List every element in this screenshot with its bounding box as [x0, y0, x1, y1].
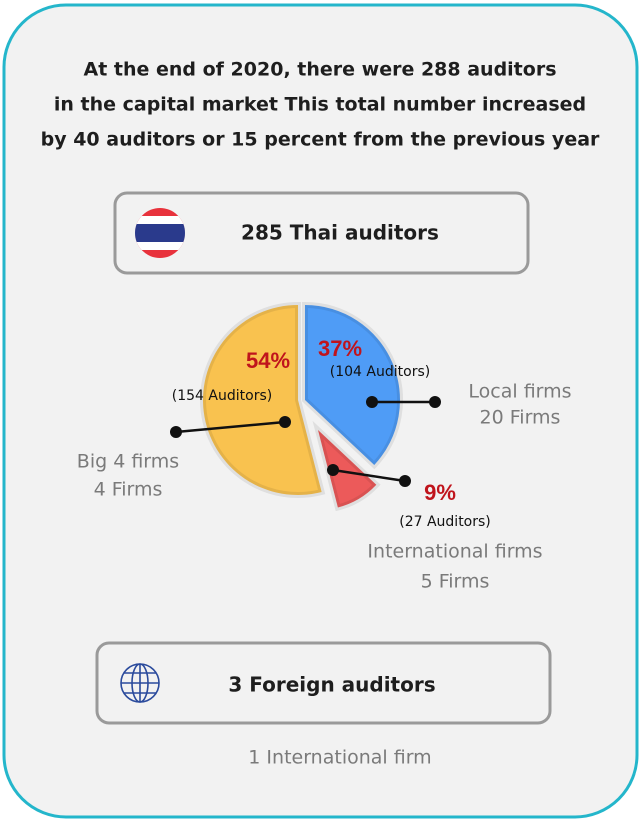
foreign-auditors: 3 Foreign auditors	[228, 673, 435, 697]
firm-label: 4 Firms	[94, 479, 163, 501]
footer: 1 International firm	[248, 747, 431, 769]
category-label: Local firms	[468, 381, 571, 403]
auditor-label: (27 Auditors)	[399, 514, 491, 530]
auditor-label: (154 Auditors)	[172, 388, 272, 404]
thai-box	[113, 191, 530, 275]
firm-label: 5 Firms	[421, 571, 490, 593]
thai-auditors: 285 Thai auditors	[241, 221, 439, 245]
value-label: 37%	[318, 336, 362, 361]
leader-dot	[170, 426, 182, 438]
leader-dot	[429, 396, 441, 408]
value-label: 9%	[424, 480, 456, 505]
leader-dot	[366, 396, 378, 408]
thai-flag	[135, 208, 185, 258]
category-label: International firms	[367, 541, 542, 563]
title-line: by 40 auditors or 15 percent from the pr…	[41, 129, 600, 151]
category-label: Big 4 firms	[77, 451, 179, 473]
leader-dot	[399, 475, 411, 487]
title-line: At the end of 2020, there were 288 audit…	[83, 59, 556, 81]
title-line: in the capital market This total number …	[54, 94, 586, 116]
auditor-label: (104 Auditors)	[330, 364, 430, 380]
pie-slice	[302, 301, 403, 470]
firm-label: 20 Firms	[480, 407, 561, 429]
pie-slice	[200, 301, 326, 498]
pie-slice	[312, 420, 381, 512]
globe-icon	[120, 663, 160, 703]
leader-line	[332, 468, 406, 483]
value-label: 54%	[246, 348, 290, 373]
leader-dot	[279, 416, 291, 428]
leader-dot	[327, 464, 339, 476]
foreign-box	[95, 641, 552, 725]
leader-line	[175, 420, 286, 434]
